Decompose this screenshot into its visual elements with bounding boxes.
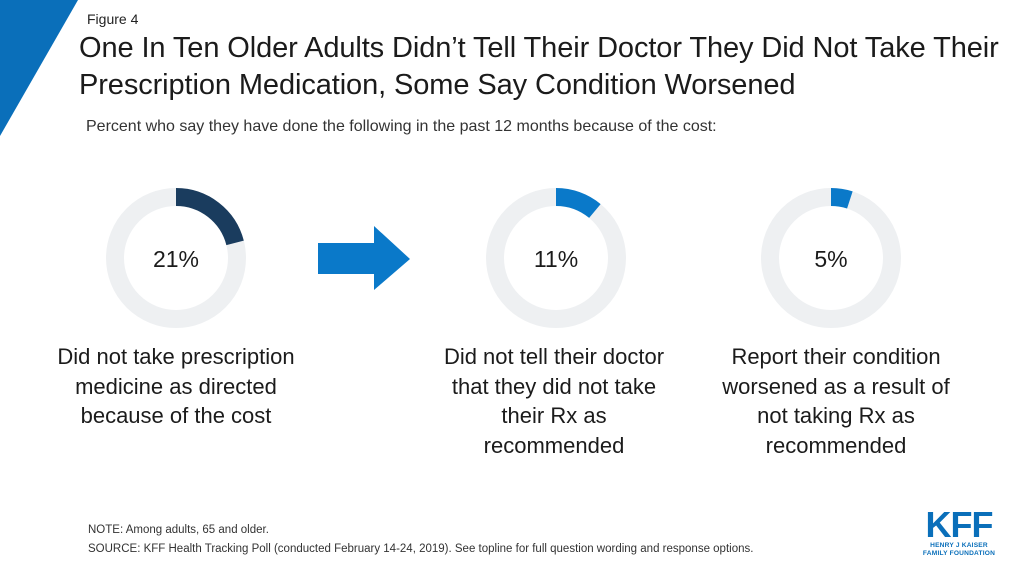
donut-label-take-as-directed: Did not take prescription medicine as di…	[57, 344, 295, 428]
kff-logo: KFF HENRY J KAISER FAMILY FOUNDATION	[914, 504, 1004, 557]
donut-arc-did-not-tell-doctor	[555, 188, 601, 219]
corner-accent	[0, 0, 78, 136]
donut-arc-condition-worsened	[830, 188, 853, 209]
donut-chart-condition-worsened: 5%	[761, 188, 901, 328]
arrow-right-icon	[318, 226, 410, 290]
donut-value: 11%	[534, 246, 578, 272]
donut-chart-take-as-directed: 21%	[106, 188, 246, 328]
kff-logo-mark: KFF	[925, 504, 994, 545]
donut-value: 21%	[153, 246, 199, 272]
kff-logo-line1: HENRY J KAISER	[930, 542, 988, 549]
chart-note: NOTE: Among adults, 65 and older.	[88, 524, 269, 536]
figure-label: Figure 4	[87, 11, 139, 27]
donut-value: 5%	[814, 246, 847, 272]
chart-title: One In Ten Older Adults Didn’t Tell Thei…	[79, 32, 999, 101]
chart-source: SOURCE: KFF Health Tracking Poll (conduc…	[88, 543, 754, 555]
donut-label-condition-worsened: Report their condition worsened as a res…	[722, 344, 950, 458]
donut-arc-take-as-directed	[175, 188, 244, 246]
kff-logo-line2: FAMILY FOUNDATION	[922, 549, 996, 557]
donut-label-did-not-tell-doctor: Did not tell their doctor that they did …	[443, 344, 665, 458]
chart-subtitle: Percent who say they have done the follo…	[86, 118, 717, 135]
donut-chart-did-not-tell-doctor: 11%	[486, 188, 626, 328]
